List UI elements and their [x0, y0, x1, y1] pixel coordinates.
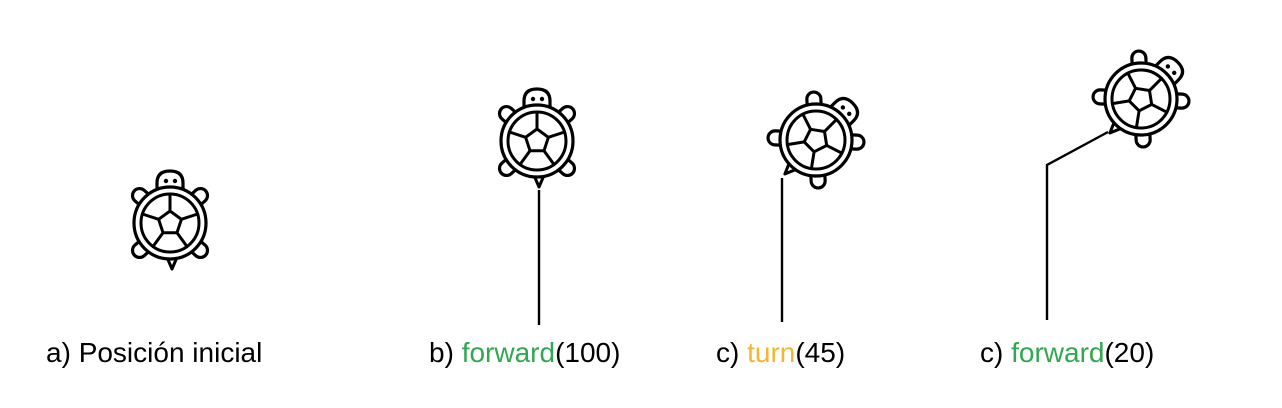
- step-prefix: a): [46, 337, 79, 368]
- step-caption-c: c) turn(45): [716, 333, 845, 373]
- command-keyword: forward: [461, 337, 556, 368]
- command-args: (100): [555, 337, 621, 368]
- turtle-icon: [128, 169, 212, 271]
- step-label: Posición inicial: [78, 337, 263, 368]
- command-args: (20): [1104, 337, 1155, 368]
- step-caption-b: b) forward(100): [429, 333, 620, 373]
- command-args: (45): [795, 337, 846, 368]
- command-keyword: forward: [1011, 337, 1105, 368]
- turtle-icon: [495, 87, 579, 189]
- step-caption-a: a) Posición inicial: [46, 333, 262, 373]
- step-prefix: c): [980, 337, 1012, 368]
- trail-line: [1045, 130, 1109, 320]
- step-caption-d: c) forward(20): [980, 333, 1154, 373]
- turtle-icon: [753, 73, 883, 203]
- command-keyword: turn: [747, 337, 796, 368]
- step-prefix: b): [429, 337, 462, 368]
- step-prefix: c): [716, 337, 748, 368]
- turtle-icon: [1078, 32, 1208, 162]
